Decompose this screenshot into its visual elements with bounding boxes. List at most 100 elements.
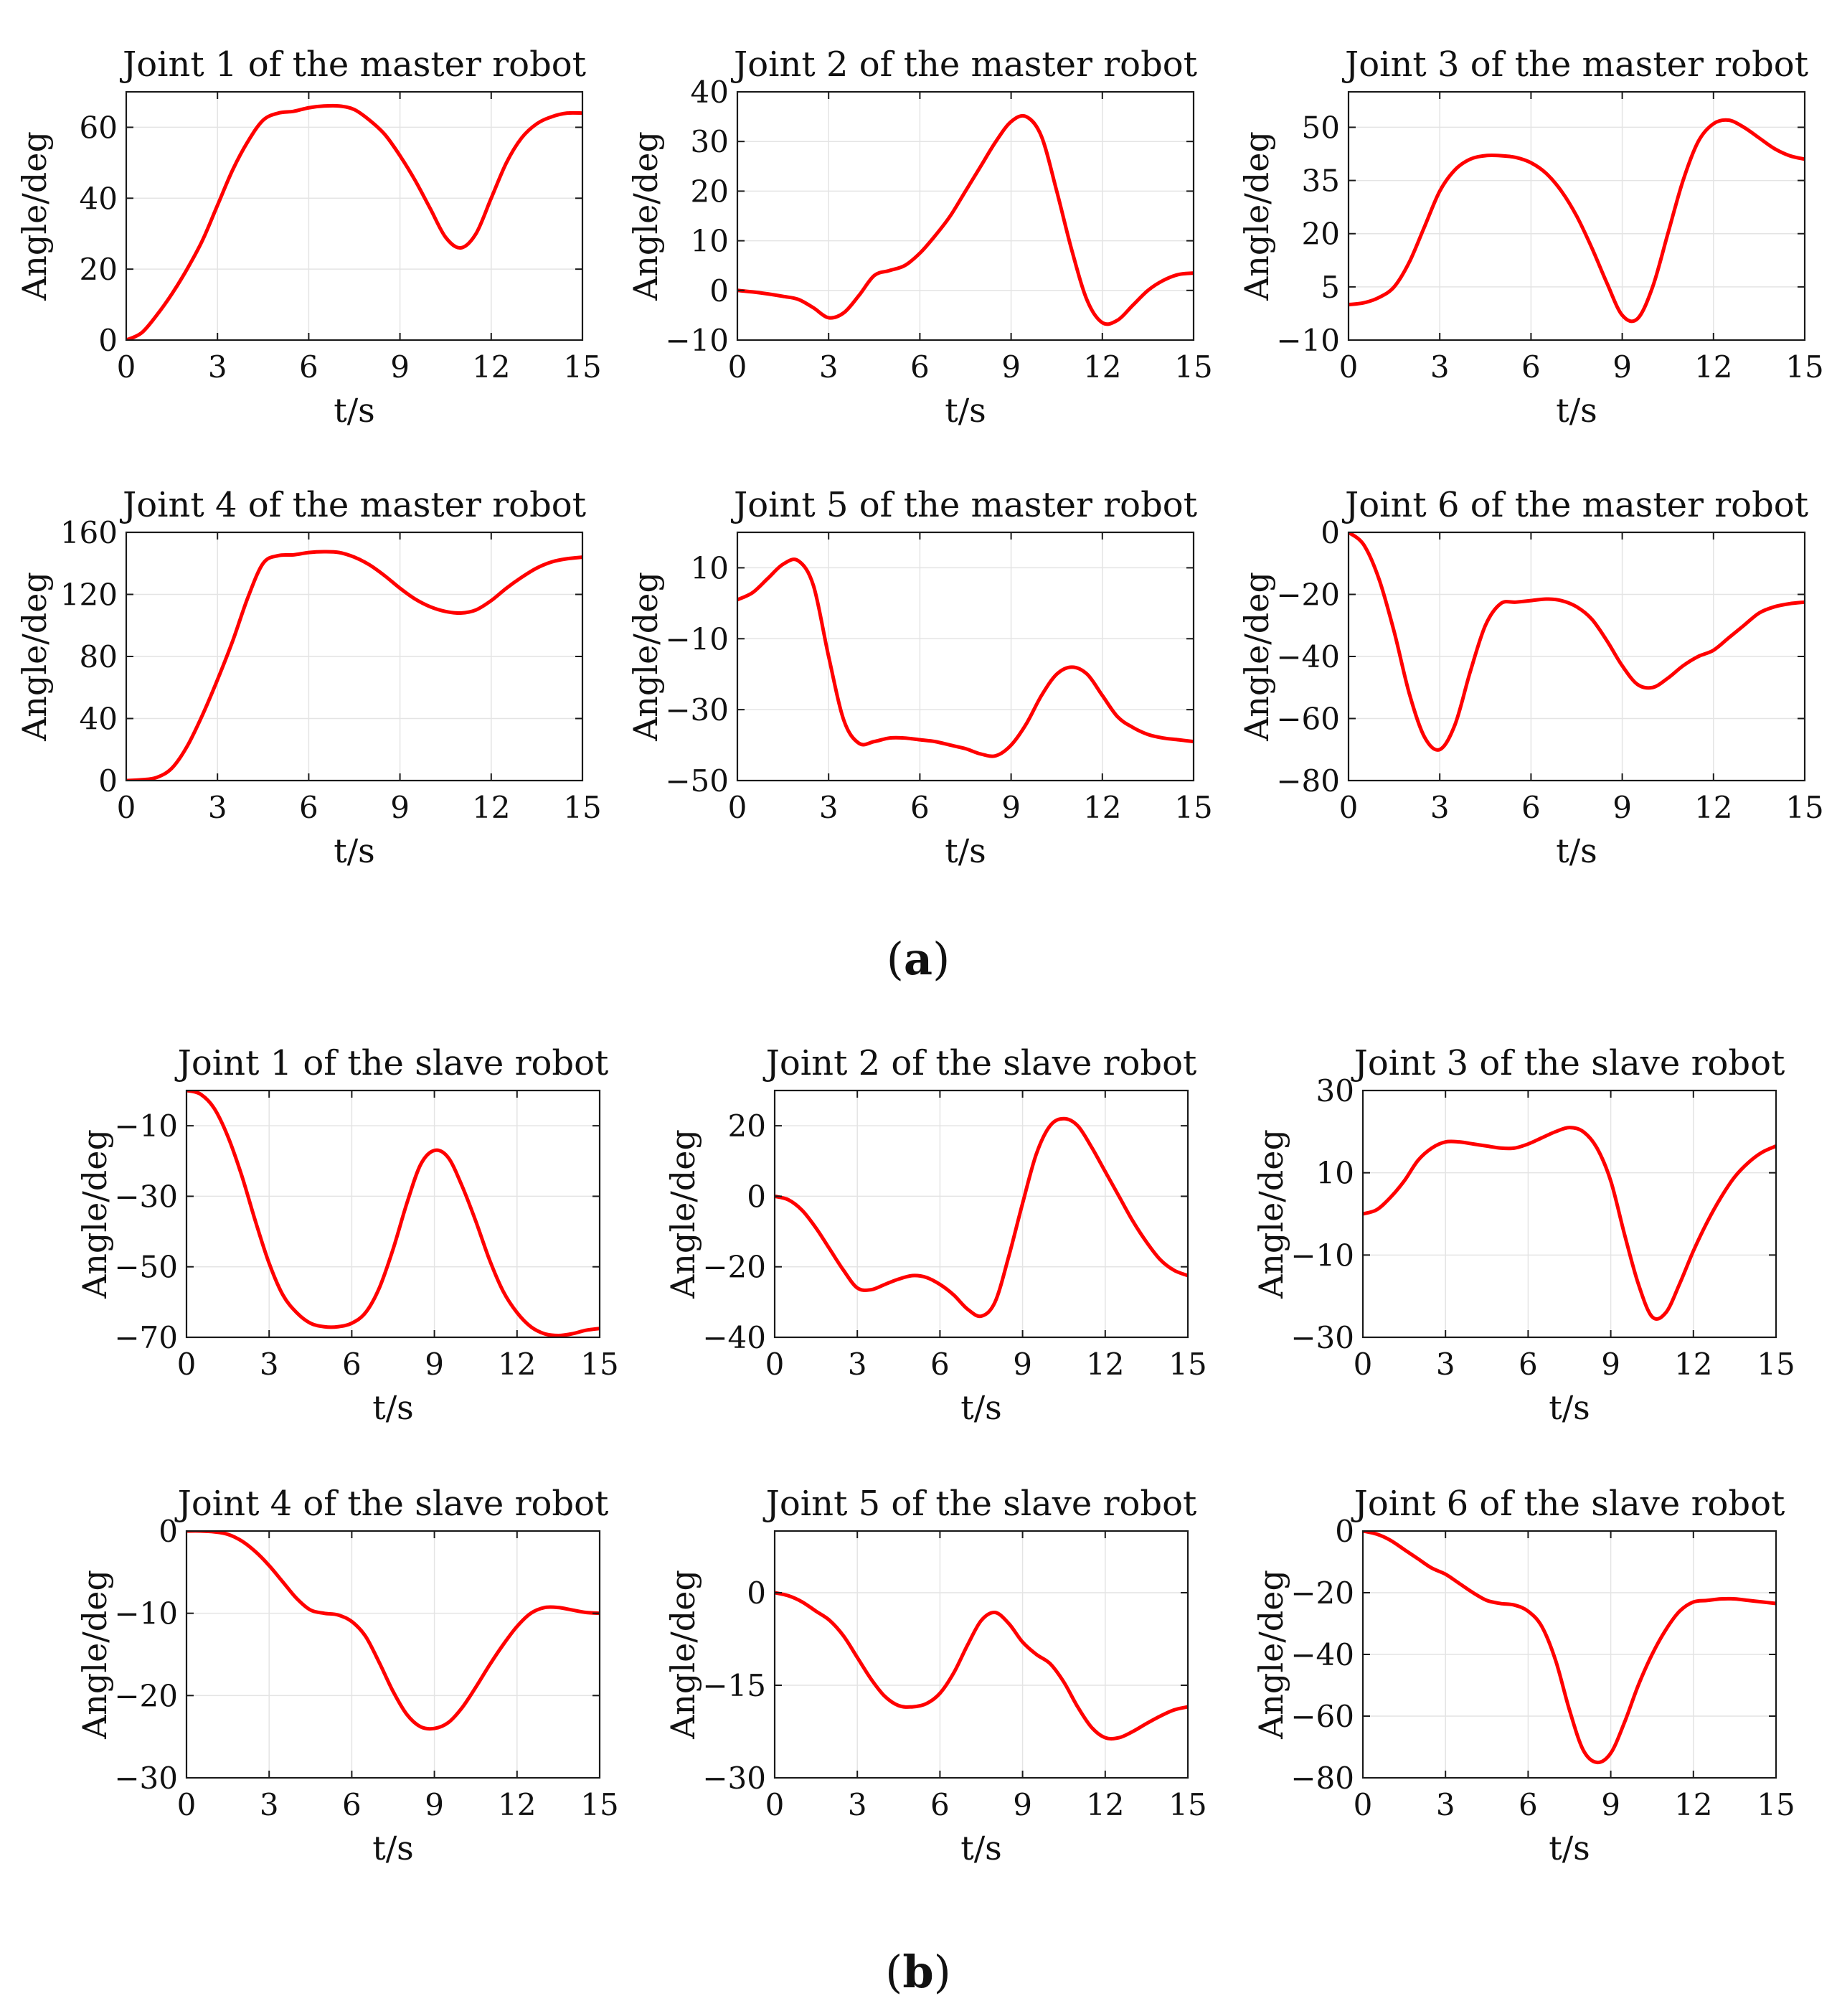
y-axis-label: Angle/deg xyxy=(1252,1570,1290,1740)
series-line xyxy=(737,113,1194,326)
chart-title: Joint 5 of the master robot xyxy=(730,485,1197,525)
y-tick-label: 10 xyxy=(1316,1156,1354,1191)
y-tick-label: 0 xyxy=(747,1575,766,1611)
x-tick-label: 12 xyxy=(1086,1787,1124,1822)
x-tick-label: 9 xyxy=(1612,349,1632,385)
x-tick-label: 9 xyxy=(1601,1347,1620,1382)
y-tick-label: 20 xyxy=(691,174,729,209)
y-tick-label: −60 xyxy=(1276,702,1340,737)
y-axis-label: Angle/deg xyxy=(1252,1129,1290,1299)
chart-title: Joint 1 of the slave robot xyxy=(174,1043,609,1083)
x-tick-label: 3 xyxy=(1430,349,1450,385)
group-label-b: (b) xyxy=(885,1946,951,1998)
y-tick-label: 0 xyxy=(98,763,118,799)
chart-panel-7: 0 3 6 9 12 15 −70 −50 −30 −10 Joint 1 of the slave… xyxy=(75,1043,619,1427)
x-tick-label: 6 xyxy=(930,1347,950,1382)
y-tick-label: 20 xyxy=(1302,217,1340,252)
y-axis-label: Angle/deg xyxy=(15,572,54,742)
x-tick-label: 3 xyxy=(260,1787,279,1822)
x-tick-label: 6 xyxy=(930,1787,950,1822)
chart-title: Joint 3 of the slave robot xyxy=(1351,1043,1785,1083)
x-tick-label: 15 xyxy=(1757,1787,1795,1822)
x-tick-label: 0 xyxy=(117,349,136,385)
x-tick-label: 0 xyxy=(1339,790,1359,825)
x-tick-label: 12 xyxy=(498,1787,536,1822)
series-line xyxy=(775,1591,1188,1741)
y-tick-label: −15 xyxy=(702,1668,766,1703)
y-tick-label: −40 xyxy=(702,1320,766,1355)
y-tick-label: −30 xyxy=(114,1761,178,1796)
group-label-b-open: ( xyxy=(885,1946,902,1998)
x-tick-label: 9 xyxy=(1001,349,1021,385)
y-tick-label: −80 xyxy=(1290,1761,1354,1796)
y-tick-label: −30 xyxy=(114,1179,178,1214)
x-tick-label: 9 xyxy=(390,349,410,385)
x-tick-label: 12 xyxy=(1674,1787,1712,1822)
y-tick-label: 0 xyxy=(709,273,729,308)
x-tick-label: 0 xyxy=(1354,1347,1373,1382)
y-tick-label: 10 xyxy=(691,224,729,259)
x-tick-label: 9 xyxy=(425,1787,444,1822)
y-axis-label: Angle/deg xyxy=(664,1570,702,1740)
series-line xyxy=(126,550,582,781)
series-line xyxy=(775,1116,1188,1319)
x-tick-label: 6 xyxy=(1519,1787,1538,1822)
chart-title: Joint 5 of the slave robot xyxy=(762,1484,1197,1524)
x-tick-label: 6 xyxy=(299,790,318,825)
x-tick-label: 12 xyxy=(472,349,510,385)
y-tick-label: 80 xyxy=(80,639,118,674)
y-tick-label: −40 xyxy=(1290,1637,1354,1672)
y-tick-label: −10 xyxy=(114,1108,178,1144)
y-axis-label: Angle/deg xyxy=(15,131,54,301)
series-line xyxy=(1363,1126,1776,1321)
group-label-a-close: ) xyxy=(932,933,950,985)
x-tick-label: 15 xyxy=(1174,790,1212,825)
x-tick-label: 12 xyxy=(472,790,510,825)
x-tick-label: 0 xyxy=(1339,349,1359,385)
y-tick-label: −70 xyxy=(114,1320,178,1355)
y-tick-label: 5 xyxy=(1321,270,1340,305)
y-tick-label: 0 xyxy=(1335,1514,1354,1549)
y-tick-label: −30 xyxy=(665,692,729,727)
y-tick-label: 0 xyxy=(1321,515,1340,550)
y-tick-label: −50 xyxy=(665,763,729,799)
y-tick-label: 40 xyxy=(80,181,118,216)
y-tick-label: 35 xyxy=(1302,164,1340,199)
x-tick-label: 15 xyxy=(1757,1347,1795,1382)
x-tick-label: 12 xyxy=(1086,1347,1124,1382)
plot-area xyxy=(1363,1091,1776,1337)
y-tick-label: −30 xyxy=(702,1761,766,1796)
y-tick-label: −10 xyxy=(665,323,729,358)
y-tick-label: 0 xyxy=(159,1514,178,1549)
plot-area xyxy=(775,1091,1188,1337)
y-tick-label: 10 xyxy=(691,550,729,585)
x-tick-label: 3 xyxy=(1436,1787,1455,1822)
x-tick-label: 6 xyxy=(342,1787,362,1822)
chart-title: Joint 1 of the master robot xyxy=(119,44,586,85)
x-tick-label: 3 xyxy=(848,1347,867,1382)
x-tick-label: 3 xyxy=(1436,1347,1455,1382)
x-tick-label: 3 xyxy=(819,790,839,825)
y-tick-label: 60 xyxy=(80,110,118,145)
group-label-a-letter: a xyxy=(904,933,932,985)
chart-title: Joint 2 of the slave robot xyxy=(762,1043,1197,1083)
x-axis-label: t/s xyxy=(372,1388,414,1427)
y-tick-label: −20 xyxy=(702,1250,766,1285)
y-axis-label: Angle/deg xyxy=(1237,572,1276,742)
y-tick-label: 0 xyxy=(747,1179,766,1214)
x-tick-label: 15 xyxy=(1174,349,1212,385)
x-tick-label: 6 xyxy=(299,349,318,385)
series-line xyxy=(126,103,582,340)
axes-box xyxy=(736,531,1195,782)
y-tick-label: −20 xyxy=(1290,1575,1354,1611)
axes-box xyxy=(736,90,1195,342)
series-line xyxy=(1349,118,1805,324)
x-tick-label: 0 xyxy=(728,790,747,825)
x-tick-label: 12 xyxy=(1674,1347,1712,1382)
y-tick-label: 40 xyxy=(80,702,118,737)
group-label-b-letter: b xyxy=(902,1946,933,1998)
axes-box xyxy=(185,1089,601,1339)
